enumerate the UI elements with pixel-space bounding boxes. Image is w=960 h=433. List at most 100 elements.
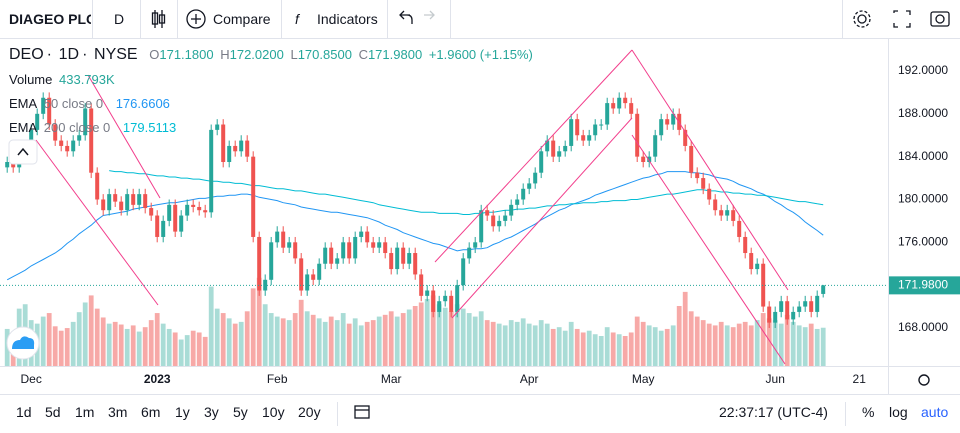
candle-body: [353, 236, 358, 259]
candle-body: [395, 247, 400, 270]
candle-body: [743, 236, 748, 254]
range-button[interactable]: 3m: [108, 404, 128, 420]
range-button[interactable]: 1m: [75, 404, 95, 420]
candle-layer: [5, 92, 826, 328]
volume-bar: [418, 302, 424, 366]
candle-body: [785, 301, 790, 320]
candle-body: [605, 103, 610, 125]
separator: [177, 0, 178, 38]
candle-body: [161, 220, 166, 237]
volume-bar: [820, 327, 826, 366]
volume-bar: [712, 325, 718, 366]
range-button[interactable]: 3y: [204, 404, 219, 420]
candle-body: [713, 199, 718, 211]
volume-bar: [178, 339, 184, 366]
volume-bar: [784, 314, 790, 366]
candle-body: [719, 210, 724, 216]
volume-bar: [166, 328, 172, 366]
range-button[interactable]: 20y: [298, 404, 321, 420]
last-price-box: [889, 276, 960, 295]
range-button[interactable]: 5y: [233, 404, 248, 420]
volume-bar: [670, 325, 676, 366]
candle-body: [317, 263, 322, 280]
trend-line: [87, 74, 161, 199]
candle-body: [491, 215, 496, 227]
undo-icon[interactable]: [399, 10, 413, 24]
candle-body: [527, 183, 532, 189]
volume-bar: [124, 328, 130, 366]
range-button[interactable]: 6m: [141, 404, 161, 420]
candle-body: [599, 124, 604, 126]
date-range-icon[interactable]: [354, 405, 370, 419]
volume-bar: [406, 309, 412, 366]
range-button[interactable]: 1d: [16, 404, 32, 420]
candle-body: [149, 208, 154, 216]
volume-bar: [142, 327, 148, 366]
volume-bar: [232, 323, 238, 366]
y-tick-label: 188.0000: [898, 106, 948, 120]
volume-bar: [400, 313, 406, 366]
range-button[interactable]: 1y: [175, 404, 190, 420]
range-button[interactable]: 10y: [262, 404, 285, 420]
candle-body: [521, 188, 526, 200]
auto-button[interactable]: auto: [921, 404, 949, 420]
x-tick-label: May: [632, 372, 655, 386]
fullscreen-icon[interactable]: [893, 10, 911, 28]
volume-bar: [280, 318, 286, 366]
y-tick-label: 168.0000: [898, 320, 948, 334]
compare-icon[interactable]: [186, 9, 206, 29]
indicators-button[interactable]: Indicators: [317, 11, 378, 27]
legend-o: 171.1800: [159, 47, 214, 62]
range-button[interactable]: 5d: [45, 404, 61, 420]
candle-body: [623, 97, 628, 104]
trend-line: [631, 49, 789, 291]
candle-body: [431, 290, 436, 312]
candle-body: [221, 124, 226, 163]
trend-lines: [35, 49, 789, 365]
collapse-button[interactable]: [8, 139, 38, 165]
log-button[interactable]: log: [889, 404, 908, 420]
candle-body: [569, 119, 574, 146]
legend-ema50: EMA 50 close 0 176.6606: [9, 96, 173, 111]
interval[interactable]: D: [114, 11, 125, 27]
ema-params: 50 close 0: [43, 96, 104, 111]
volume-name: Volume: [9, 72, 53, 87]
candle-body: [683, 129, 688, 146]
axis-settings[interactable]: [918, 374, 930, 386]
volume-bar: [532, 325, 538, 366]
settings-icon[interactable]: [857, 14, 867, 24]
volume-bar: [610, 332, 616, 366]
ema-params: 200 close 0: [43, 120, 111, 135]
volume-bar: [184, 335, 190, 366]
candle-body: [425, 290, 430, 296]
volume-bar: [292, 313, 298, 366]
redo-icon[interactable]: [424, 10, 435, 20]
volume-bar: [298, 299, 304, 366]
volume-bar: [472, 316, 478, 366]
separator: [842, 0, 843, 38]
compare-button[interactable]: Compare: [213, 11, 271, 27]
volume-bar: [154, 313, 160, 366]
collapse-icon: [17, 147, 29, 156]
volume-bar: [94, 308, 100, 366]
legend-main: DEO · 1D · NYSE O171.1800 H172.0200 L170.8…: [9, 46, 536, 64]
percent-button[interactable]: %: [862, 404, 875, 420]
candle-body: [179, 215, 184, 232]
trend-line: [631, 134, 786, 365]
symbol[interactable]: DIAGEO PLC: [9, 11, 91, 27]
candle-body: [689, 145, 694, 173]
candle-body: [257, 236, 262, 291]
volume-bar: [148, 320, 154, 366]
candle-body: [407, 253, 412, 264]
snapshot-icon[interactable]: [930, 11, 950, 27]
volume-bar: [40, 316, 46, 366]
candle-body: [773, 311, 778, 323]
candle-body: [125, 194, 130, 211]
candle-body: [191, 204, 196, 207]
candle-body: [497, 220, 502, 227]
volume-bar: [262, 304, 268, 366]
candle-body: [119, 201, 124, 211]
axis-layer: 168.0000 176.0000 180.0000 184.0000 188.0000…: [0, 63, 960, 386]
